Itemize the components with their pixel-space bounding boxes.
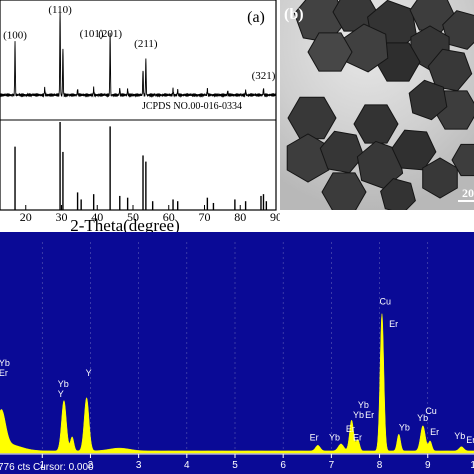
tem-crystal bbox=[442, 10, 474, 50]
eds-tick-label: 5 bbox=[232, 460, 238, 471]
eds-status-text: 776 cts Cursor: 0.000 bbox=[0, 462, 94, 473]
xrd-peak-label: (321) bbox=[252, 70, 276, 82]
xrd-panel: (100) (110) (101) (201) (211) (321) 20 30 40 50 6… bbox=[0, 0, 280, 232]
xrd-peak-label: (110) bbox=[48, 4, 72, 16]
xrd-tick-label: 80 bbox=[234, 210, 246, 224]
eds-tick-label: 2 bbox=[88, 460, 94, 471]
xrd-tick-label: 70 bbox=[199, 210, 211, 224]
xrd-tick-label: 40 bbox=[91, 210, 103, 224]
eds-element-label: Er bbox=[346, 424, 355, 434]
xrd-tick-label: 30 bbox=[56, 210, 68, 224]
eds-tick-label: 9 bbox=[425, 460, 431, 471]
tem-scale-bar bbox=[458, 200, 474, 202]
tem-scale-text: 20 bbox=[462, 186, 474, 200]
eds-tick-label: 3 bbox=[136, 460, 142, 471]
xrd-tick-label: 50 bbox=[127, 210, 139, 224]
eds-element-label: Y bbox=[58, 389, 64, 399]
xrd-reference-lines bbox=[14, 122, 268, 210]
tem-crystal bbox=[380, 178, 416, 210]
tem-image: (b) 20 bbox=[280, 0, 474, 210]
xrd-frame bbox=[0, 0, 277, 211]
tem-crystal bbox=[287, 96, 337, 140]
eds-element-label: Yb bbox=[0, 358, 10, 368]
eds-panel: Yb Er Yb Y Y Er Yb Er Er Yb Er Yb Cu Er Yb Cu Yb Er Yb Er 1… bbox=[0, 232, 474, 474]
xrd-peak-label: (201) bbox=[98, 28, 122, 40]
tem-crystal bbox=[408, 79, 448, 121]
xrd-reference-label: JCPDS NO.00-016-0334 bbox=[142, 101, 242, 112]
xrd-measured-pattern bbox=[0, 11, 277, 98]
eds-element-label: Er bbox=[365, 410, 374, 420]
xrd-x-axis-label: 2-Theta(degree) bbox=[70, 216, 179, 232]
eds-element-label: Yb bbox=[454, 431, 465, 441]
tem-panel-label: (b) bbox=[284, 6, 304, 23]
eds-element-label: Er bbox=[0, 368, 8, 378]
xrd-measured-line bbox=[0, 11, 277, 98]
xrd-tick-label: 20 bbox=[20, 210, 32, 224]
eds-tick-label: 1 bbox=[39, 460, 45, 471]
tem-crystal bbox=[307, 32, 353, 72]
eds-element-label: Yb bbox=[353, 410, 364, 420]
xrd-panel-label: (a) bbox=[247, 9, 265, 26]
eds-x-ticks: 1 2 3 4 5 6 7 8 9 10 bbox=[39, 454, 474, 471]
eds-element-label: Yb bbox=[329, 432, 340, 442]
eds-element-label: Yb bbox=[399, 423, 410, 433]
tem-crystal bbox=[353, 104, 399, 144]
xrd-peak-label: (211) bbox=[134, 38, 158, 50]
eds-element-label: Yb bbox=[358, 400, 369, 410]
eds-element-label: Er bbox=[389, 319, 398, 329]
xrd-peak-labels: (100) (110) (101)(201) (211) (321) bbox=[3, 4, 276, 82]
tem-panel: (b) 20 bbox=[280, 0, 474, 210]
eds-tick-label: 8 bbox=[377, 460, 383, 471]
xrd-chart: (100) (110) (101)(201) (211) (321) 20 30 40 50 6… bbox=[0, 0, 280, 232]
eds-element-label: Cu bbox=[425, 406, 437, 416]
xrd-peak-label: (100) bbox=[3, 29, 27, 41]
tem-hexagonal-crystals bbox=[286, 0, 474, 210]
eds-grid bbox=[41, 242, 429, 454]
eds-element-label: Er bbox=[353, 432, 362, 442]
eds-element-label: Y bbox=[86, 368, 92, 378]
eds-element-label: Er bbox=[430, 427, 439, 437]
eds-spectrum bbox=[0, 313, 474, 454]
xrd-peak-label: (101) bbox=[80, 28, 104, 40]
eds-element-label: Er bbox=[466, 435, 474, 445]
eds-element-label: Er bbox=[310, 432, 319, 442]
tem-crystal bbox=[321, 172, 367, 210]
eds-element-label: Cu bbox=[380, 297, 392, 307]
eds-element-label: Yb bbox=[58, 379, 69, 389]
eds-tick-label: 10 bbox=[470, 460, 474, 471]
xrd-tick-label: 60 bbox=[163, 210, 175, 224]
tem-crystal bbox=[451, 143, 474, 177]
eds-tick-label: 7 bbox=[329, 460, 335, 471]
xrd-tick-label: 90 bbox=[270, 210, 280, 224]
eds-element-label: Yb bbox=[417, 413, 428, 423]
xrd-x-ticks: 20 30 40 50 60 70 80 90 bbox=[20, 205, 280, 224]
eds-tick-label: 4 bbox=[184, 460, 190, 471]
eds-tick-label: 6 bbox=[280, 460, 286, 471]
